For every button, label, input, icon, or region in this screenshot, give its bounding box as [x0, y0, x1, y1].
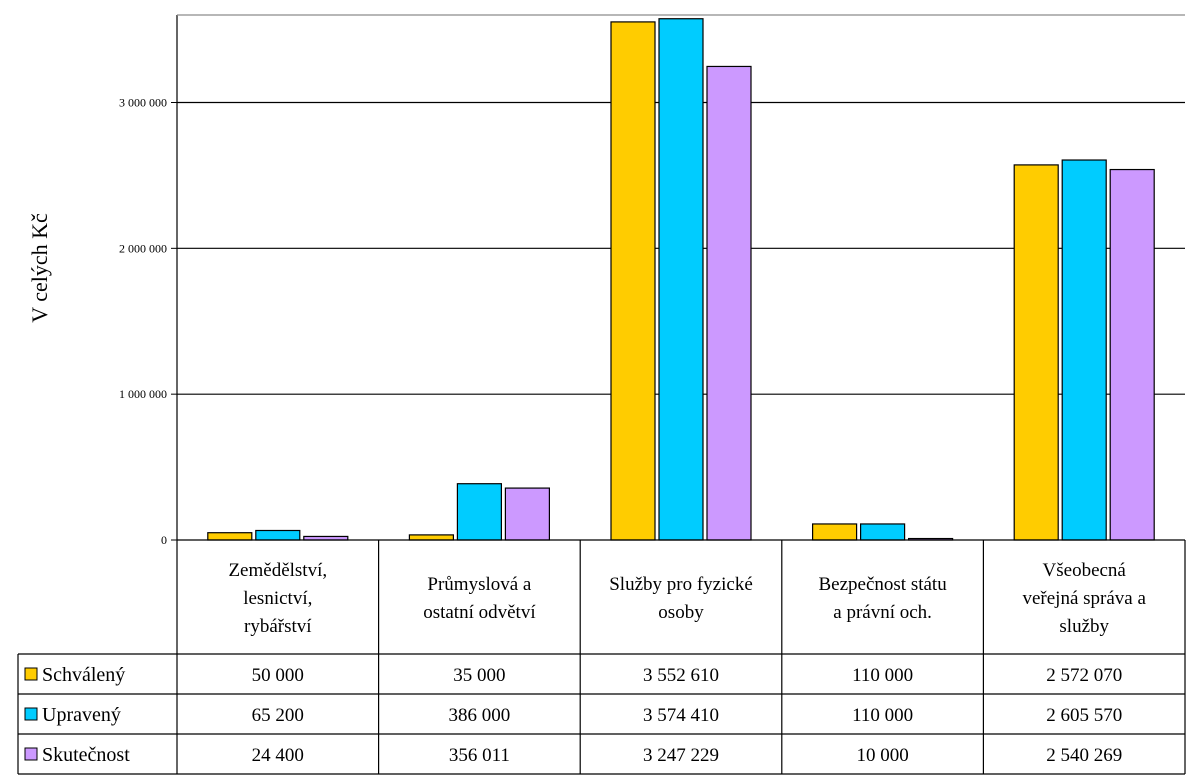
table-value: 356 011 — [449, 745, 510, 766]
bar — [408, 534, 454, 541]
category-label-line: Průmyslová a — [427, 574, 532, 595]
table-value: 24 400 — [252, 745, 304, 766]
bar — [610, 21, 656, 541]
table-value: 386 000 — [449, 705, 511, 726]
table-value: 3 247 229 — [643, 745, 719, 766]
legend-series-name: Upravený — [42, 704, 121, 726]
table-value: 2 605 570 — [1046, 705, 1122, 726]
table-value: 35 000 — [453, 665, 505, 686]
bar — [255, 529, 301, 541]
category-label: Zemědělství, lesnictví, rybářství — [228, 560, 327, 637]
y-tick-label: 2 000 000 — [119, 241, 167, 255]
category-label-line: a právní och. — [833, 602, 932, 623]
table-value: 3 552 610 — [643, 665, 719, 686]
table-value: 10 000 — [856, 745, 908, 766]
table-value: 110 000 — [852, 665, 913, 686]
y-tick-label: 0 — [161, 533, 167, 547]
legend-key — [24, 707, 38, 721]
category-label-line: veřejná správa a — [1022, 588, 1146, 609]
table-value: 3 574 410 — [643, 705, 719, 726]
bar — [504, 487, 550, 541]
bar — [1013, 164, 1059, 541]
legend-series-name: Skutečnost — [42, 744, 130, 766]
bar — [456, 483, 502, 541]
category-label-line: osoby — [658, 602, 704, 623]
category-label: Průmyslová a ostatní odvětví — [423, 574, 536, 623]
category-label-line: Služby pro fyzické — [609, 574, 753, 595]
table-value: 65 200 — [252, 705, 304, 726]
bar — [207, 532, 253, 541]
bar — [1109, 168, 1155, 541]
table-value: 110 000 — [852, 705, 913, 726]
bar — [811, 523, 858, 541]
category-label-line: služby — [1059, 616, 1109, 637]
category-label: Bezpečnost státu a právní och. — [818, 574, 947, 623]
y-tick-label: 3 000 000 — [119, 96, 167, 110]
category-label-line: Zemědělství, — [228, 560, 327, 581]
legend-key — [24, 667, 38, 681]
y-tick-label: 1 000 000 — [119, 387, 167, 401]
table-value: 2 540 269 — [1046, 745, 1122, 766]
category-label: Služby pro fyzické osoby — [609, 574, 753, 623]
bar — [1061, 159, 1107, 541]
data-table: Zemědělství, lesnictví, rybářství Průmyslov… — [17, 540, 1186, 775]
table-value: 50 000 — [252, 665, 304, 686]
category-label: Všeobecná veřejná správa a služby — [1022, 560, 1146, 637]
category-label-line: ostatní odvětví — [423, 602, 536, 623]
y-axis-ticks: 0 1 000 000 2 000 000 3 000 000 — [119, 96, 177, 547]
legend-key — [24, 747, 38, 761]
category-label-line: rybářství — [244, 616, 312, 637]
bar — [658, 18, 704, 541]
bar — [706, 65, 752, 541]
table-value: 2 572 070 — [1046, 665, 1122, 686]
category-label-line: Všeobecná — [1043, 560, 1127, 581]
category-label-line: lesnictví, — [243, 588, 312, 609]
legend-series-name: Schválený — [42, 664, 125, 686]
bars — [207, 18, 1155, 541]
bar — [859, 523, 906, 541]
y-axis-label: V celých Kč — [27, 213, 52, 323]
category-label-line: Bezpečnost státu — [818, 574, 947, 595]
